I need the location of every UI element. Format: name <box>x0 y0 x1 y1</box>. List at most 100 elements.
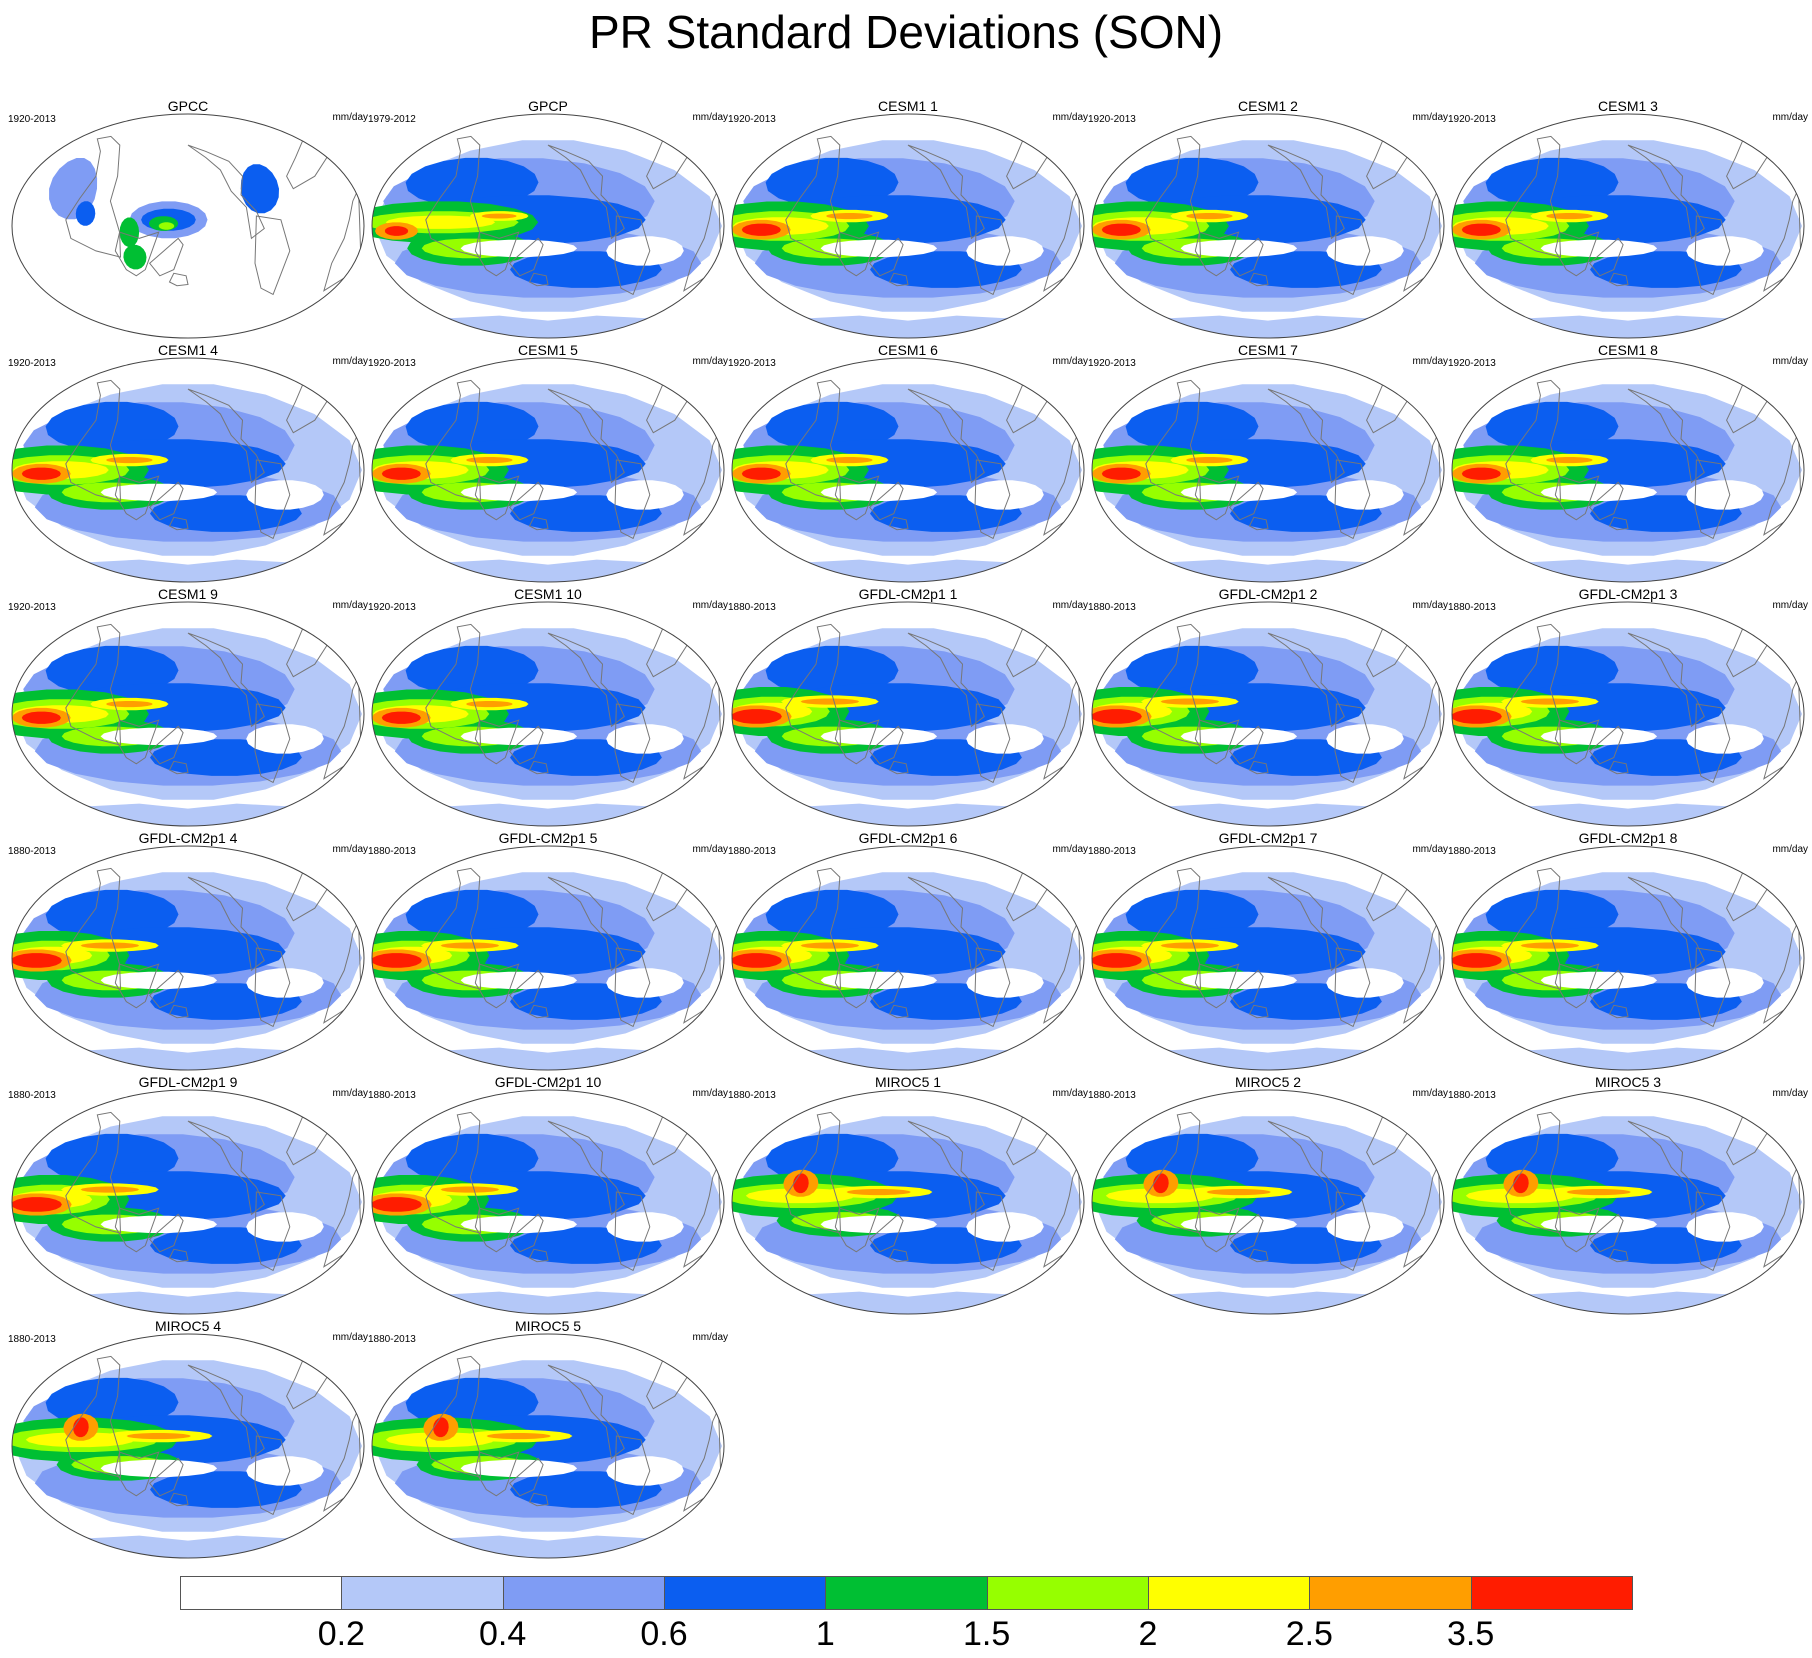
panel-title: GFDL-CM2p1 10 <box>494 1074 602 1090</box>
contour-fill <box>1180 1215 1298 1233</box>
contour-fill <box>1485 157 1619 207</box>
globe-map <box>371 113 725 339</box>
contour-fill <box>405 157 539 207</box>
contour-fill <box>846 1189 911 1196</box>
globe-map <box>1451 601 1805 827</box>
contour-fill <box>1452 709 1502 724</box>
contour-fill <box>1326 1212 1404 1242</box>
panel-title: CESM1 9 <box>158 586 218 602</box>
colorbar <box>180 1576 1633 1612</box>
colorbar-box <box>502 1576 665 1610</box>
coastline <box>547 632 625 728</box>
contour-fill <box>466 701 513 708</box>
contour-fill <box>1092 953 1142 968</box>
contour-fill <box>1686 480 1764 510</box>
colorbar-box <box>1309 1576 1472 1610</box>
contour-fill <box>1101 467 1141 480</box>
map-panel: MIROC5 5 1880-2013 mm/day <box>368 1318 728 1560</box>
coastline <box>1608 1248 1629 1263</box>
coastline <box>168 1492 189 1507</box>
coastline <box>474 475 520 521</box>
contour-fill <box>1180 727 1298 745</box>
coastline <box>149 237 184 277</box>
panel-period: 1880-2013 <box>8 846 56 857</box>
panel-period: 1920-2013 <box>1088 114 1136 125</box>
panel-period: 1880-2013 <box>368 1090 416 1101</box>
coastline <box>1194 963 1240 1009</box>
contour-fill <box>606 480 684 510</box>
contour-fill <box>45 645 179 695</box>
colorbar-box <box>825 1576 988 1610</box>
coastline <box>65 379 122 502</box>
coastline <box>1248 1004 1269 1019</box>
coastline <box>614 459 651 540</box>
map-panel: GFDL-CM2p1 2 1880-2013 mm/day <box>1088 586 1448 828</box>
contour-fill <box>820 1215 938 1233</box>
panel-title: GFDL-CM2p1 3 <box>1578 586 1678 602</box>
coastline <box>1334 459 1371 540</box>
coastline <box>1694 1191 1731 1272</box>
panel-units: mm/day <box>1052 112 1088 123</box>
globe-map <box>731 1089 1085 1315</box>
panel-title: GPCC <box>167 98 209 114</box>
contour-fill <box>12 1197 62 1212</box>
coastline <box>254 1191 291 1272</box>
coastline <box>1267 144 1345 240</box>
contour-fill <box>21 467 61 480</box>
contour-fill <box>1540 483 1658 501</box>
contour-fill <box>460 971 578 989</box>
coastline <box>974 1191 1011 1272</box>
coastline <box>1554 719 1600 765</box>
contour-fill <box>240 164 279 214</box>
contour-fill <box>106 701 153 708</box>
contour-fill <box>741 467 781 480</box>
contour-fill <box>126 1433 191 1440</box>
coastline <box>1589 969 1624 1009</box>
panel-period: 1920-2013 <box>368 358 416 369</box>
map-panel: GFDL-CM2p1 6 1880-2013 mm/day <box>728 830 1088 1072</box>
contour-fill <box>606 1212 684 1242</box>
contour-fill <box>75 201 96 226</box>
contour-fill <box>1125 889 1259 939</box>
coastline <box>425 1111 482 1234</box>
contour-fill <box>246 724 324 754</box>
coastline <box>834 963 880 1009</box>
map-panel: CESM1 5 1920-2013 mm/day <box>368 342 728 584</box>
contour-fill <box>460 483 578 501</box>
globe-map <box>11 1089 365 1315</box>
coastline <box>974 947 1011 1028</box>
contour-fill <box>1546 213 1593 220</box>
coastline <box>1194 475 1240 521</box>
contour-fill <box>21 711 61 724</box>
panel-title: MIROC5 4 <box>154 1318 222 1334</box>
coastline <box>1694 703 1731 784</box>
contour-fill <box>800 942 860 949</box>
colorbar-label: 1.5 <box>963 1615 1011 1653</box>
panel-period: 1880-2013 <box>368 846 416 857</box>
contour-fill <box>606 968 684 998</box>
coastline <box>1145 135 1202 258</box>
coastline <box>785 379 842 502</box>
coastline <box>1608 272 1629 287</box>
contour-fill <box>460 1215 578 1233</box>
contour-fill <box>1485 889 1619 939</box>
coastline <box>1229 1213 1264 1253</box>
map-panel-grid: GPCC 1920-2013 mm/day GPCP 1979-2012 mm/day CE… <box>8 98 1808 1560</box>
contour-fill <box>466 457 513 464</box>
coastline <box>785 623 842 746</box>
coastline <box>888 1004 909 1019</box>
coastline <box>425 379 482 502</box>
panel-title: MIROC5 3 <box>1594 1074 1662 1090</box>
map-panel: CESM1 1 1920-2013 mm/day <box>728 98 1088 340</box>
coastline <box>425 135 482 258</box>
coastline <box>1627 1120 1705 1216</box>
coastline <box>509 725 544 765</box>
coastline <box>888 516 909 531</box>
contour-fill <box>1461 467 1501 480</box>
contour-fill <box>1546 457 1593 464</box>
coastline <box>149 725 184 765</box>
map-panel: CESM1 8 1920-2013 mm/day <box>1448 342 1808 584</box>
contour-fill <box>100 483 218 501</box>
coastline <box>1229 237 1264 277</box>
contour-fill <box>1485 401 1619 451</box>
